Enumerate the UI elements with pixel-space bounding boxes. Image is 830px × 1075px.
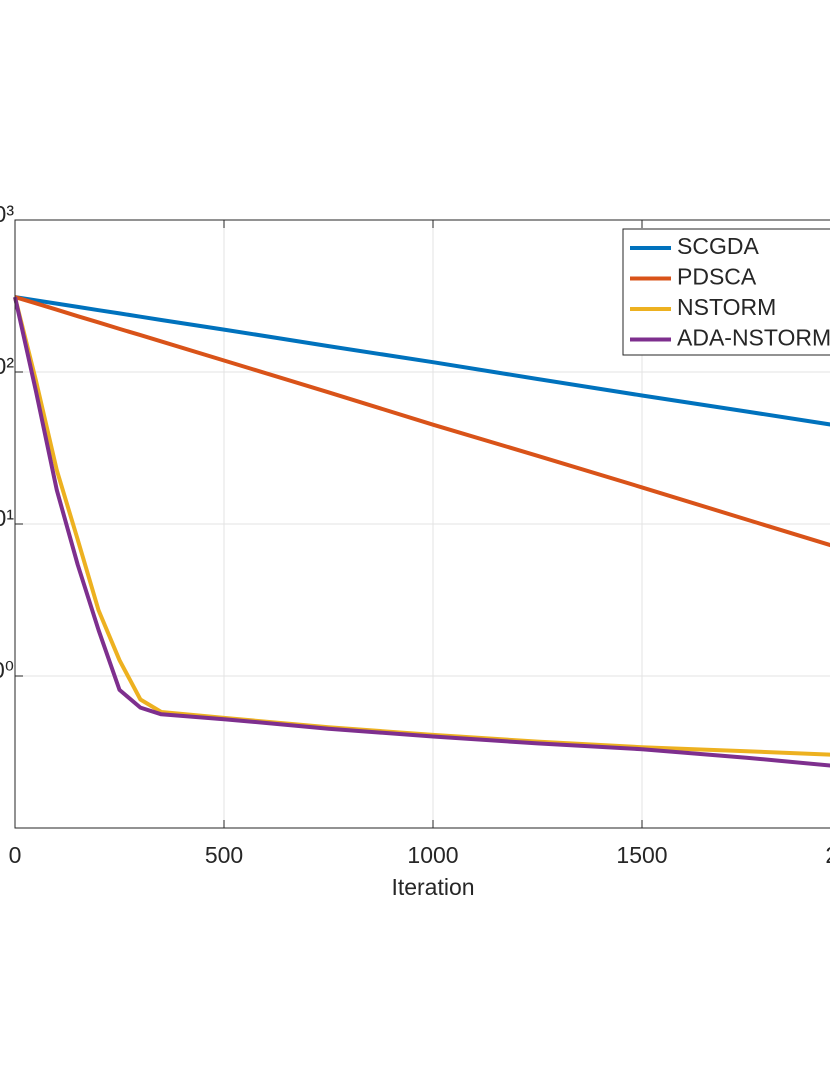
legend-label: PDSCA — [677, 264, 757, 290]
x-axis-label: Iteration — [391, 874, 474, 900]
x-tick-label: 0 — [9, 842, 22, 868]
y-tick-label: 10⁰ — [0, 657, 14, 683]
legend-label: SCGDA — [677, 233, 759, 259]
y-tick-label: 10³ — [0, 201, 14, 227]
x-tick-label: 1500 — [616, 842, 667, 868]
series-line — [14, 295, 830, 548]
series-line — [14, 295, 830, 427]
legend-label: NSTORM — [677, 294, 776, 320]
legend-label: ADA-NSTORM — [677, 325, 830, 351]
y-tick-label: 10² — [0, 353, 14, 379]
x-tick-label: 1000 — [407, 842, 458, 868]
x-tick-label: 2000 — [825, 842, 830, 868]
lines — [13, 295, 830, 768]
series-line — [13, 296, 830, 768]
y-tick-label: 10¹ — [0, 505, 14, 531]
axes-box — [14, 219, 830, 829]
series-line — [13, 296, 830, 757]
x-tick-label: 500 — [205, 842, 243, 868]
